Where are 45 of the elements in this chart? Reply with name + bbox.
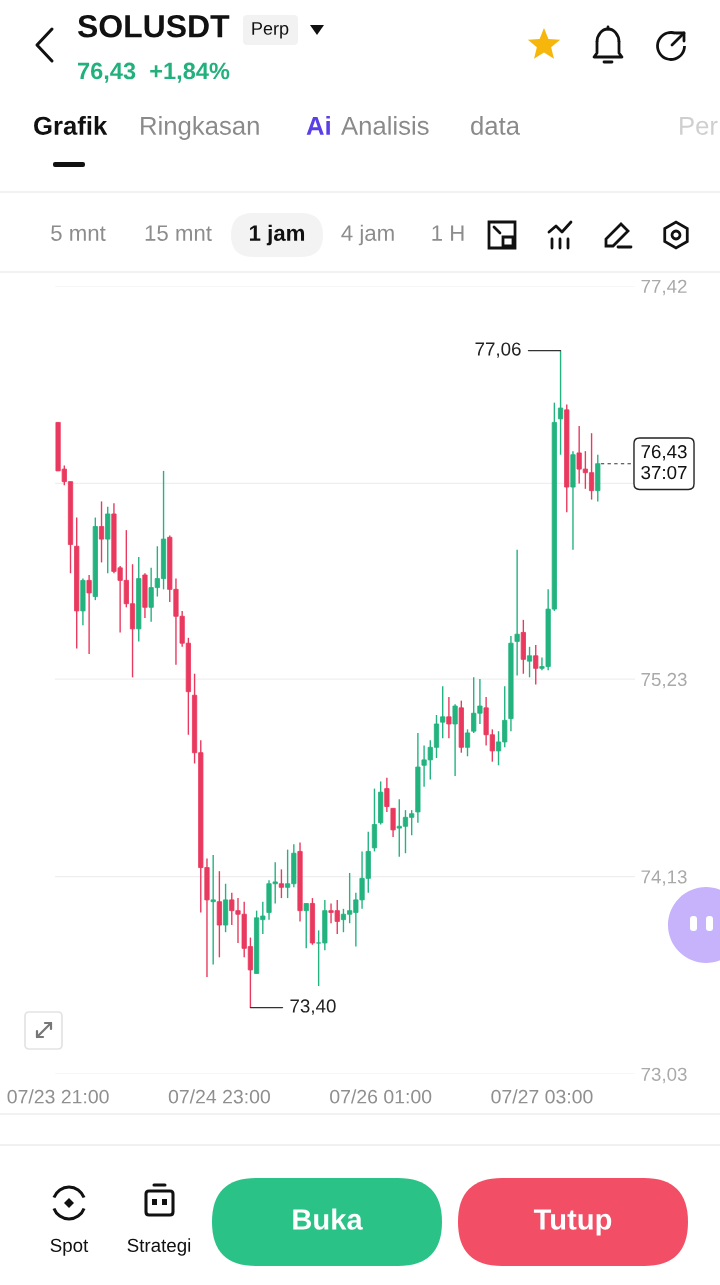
text: Grafik xyxy=(34,116,108,135)
x-tick-label: 07/24 23:00 xyxy=(168,1089,270,1104)
candlestick xyxy=(446,696,452,740)
candlestick xyxy=(278,868,285,899)
text: 5 mnt xyxy=(51,225,106,241)
annotation: 73,40 xyxy=(290,999,336,1015)
annotation: 77,06 xyxy=(475,342,521,358)
text: 4 jam xyxy=(341,224,394,246)
candlestick xyxy=(216,870,222,959)
y-tick-label: 75,23 xyxy=(641,672,687,689)
candlestick xyxy=(210,854,216,966)
candlestick xyxy=(526,646,533,679)
text: Analisis xyxy=(341,116,429,135)
x-tick-label: 07/26 01:00 xyxy=(330,1089,432,1104)
candlestick xyxy=(557,349,564,456)
candlestick xyxy=(371,787,378,853)
x-tick-label: 07/23 21:00 xyxy=(7,1089,109,1104)
y-tick-label: 74,13 xyxy=(641,870,687,886)
text: Perp xyxy=(252,22,289,39)
text: Ai xyxy=(306,116,330,135)
candlestick xyxy=(303,902,309,950)
candlestick xyxy=(98,500,105,564)
candlestick xyxy=(464,728,471,757)
text: 1 H xyxy=(432,225,464,241)
text: 15 mnt xyxy=(145,225,212,241)
candlestick xyxy=(514,549,520,677)
chart-subtitle: 76,43 +1,84% xyxy=(78,62,230,83)
candlestick xyxy=(384,777,390,813)
candlestick xyxy=(86,574,92,655)
y-tick-label: 77,42 xyxy=(641,279,687,296)
text: Ringkasan xyxy=(141,116,259,140)
text: Spot xyxy=(50,1238,89,1256)
candlestick xyxy=(440,685,446,740)
text: 1 jam xyxy=(249,224,305,246)
ref-line-label: 76,43 37:07 xyxy=(641,445,687,480)
candlestick xyxy=(533,644,539,686)
candlestick xyxy=(452,703,458,777)
text: Strategi xyxy=(127,1238,191,1256)
x-tick-label: 07/27 03:00 xyxy=(491,1089,593,1104)
chart-title: SOLUSDT xyxy=(77,14,230,38)
text: Buka xyxy=(293,1208,363,1230)
y-tick-label: 73,03 xyxy=(641,1067,687,1084)
text: Tutup xyxy=(533,1209,612,1236)
text: data xyxy=(471,116,521,135)
candlestick xyxy=(390,807,396,838)
